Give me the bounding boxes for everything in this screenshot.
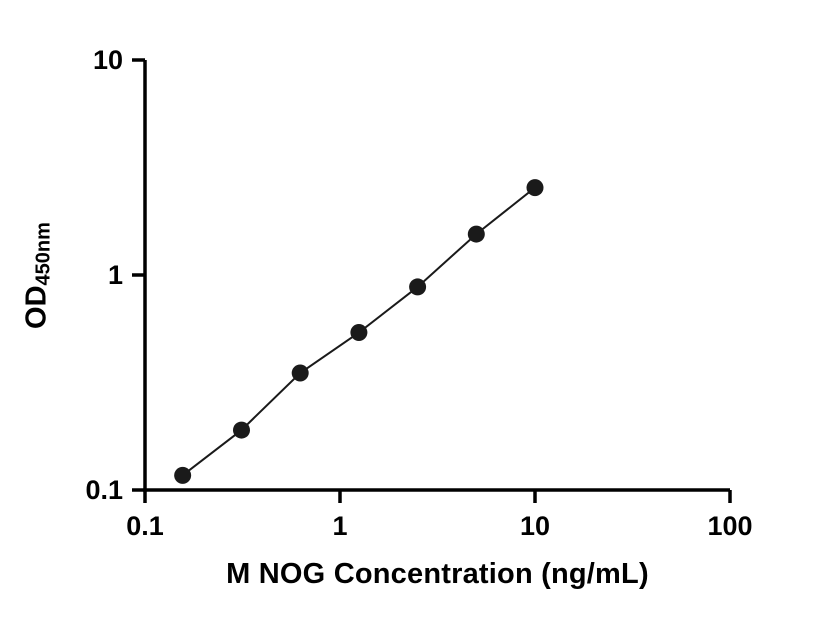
y-axis-title: OD450nm	[21, 176, 56, 376]
data-point	[467, 225, 485, 243]
y-axis-title-main: OD	[20, 285, 53, 329]
x-axis-title: M NOG Concentration (ng/mL)	[226, 558, 649, 590]
data-point	[291, 364, 309, 382]
y-axis-tick-label: 1	[108, 260, 123, 290]
y-axis-title-subscript: 450nm	[32, 222, 55, 286]
y-axis-tick-label: 10	[93, 45, 123, 75]
y-axis-tick-label: 0.1	[85, 475, 123, 505]
x-axis-tick-label: 0.1	[126, 511, 164, 541]
data-point	[526, 179, 544, 197]
data-point	[174, 466, 192, 484]
x-axis-tick-label: 10	[520, 511, 550, 541]
data-point	[409, 278, 427, 296]
data-point	[232, 421, 250, 439]
x-axis-tick-label: 100	[707, 511, 752, 541]
x-axis-tick-label: 1	[332, 511, 347, 541]
data-point	[350, 324, 368, 342]
